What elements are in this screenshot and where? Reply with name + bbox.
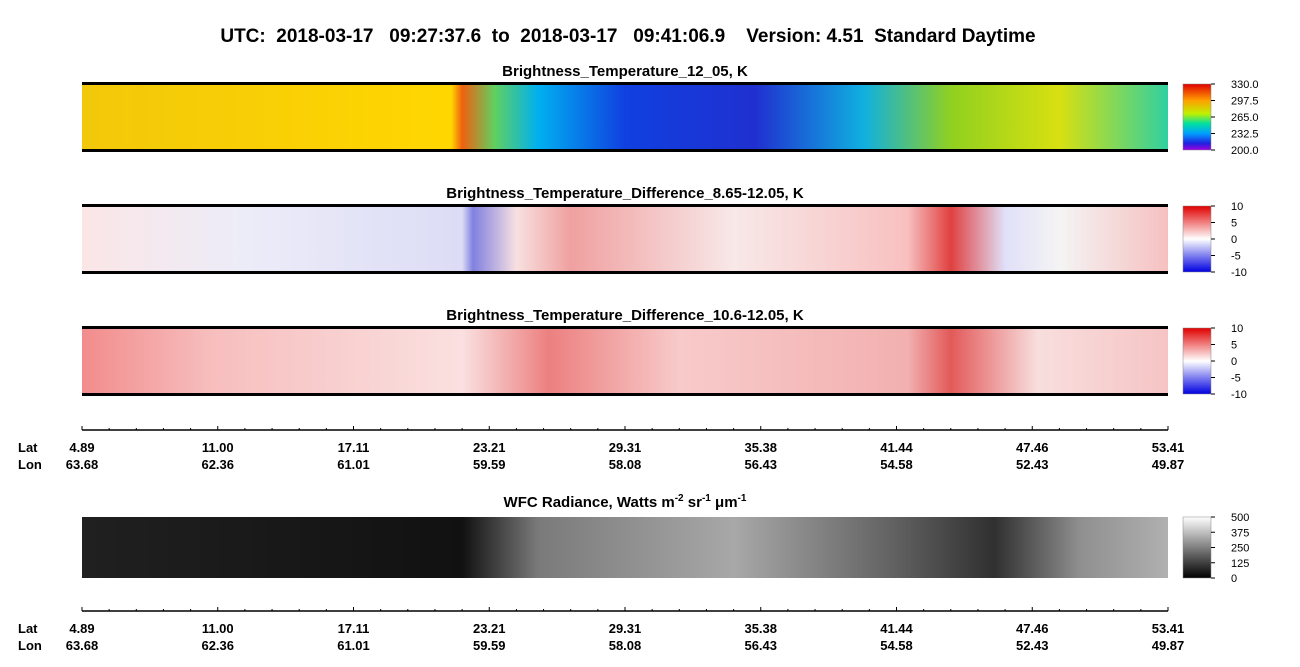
lat-label: 11.00 [202, 440, 234, 455]
lat-label: 29.31 [609, 621, 642, 636]
title-part: μm [711, 494, 738, 511]
colorbar-label: 10 [1231, 201, 1243, 213]
strip-border [82, 393, 1168, 396]
colorbar-label: 125 [1231, 558, 1249, 570]
lat-label: 23.21 [473, 621, 506, 636]
strip-border [82, 204, 1168, 207]
lat-label: 53.41 [1152, 440, 1185, 455]
row-label: Lat [18, 440, 38, 455]
lon-label: 54.58 [880, 638, 913, 653]
title-part: WFC Radiance, Watts m [504, 494, 675, 511]
lon-label: 62.36 [201, 457, 234, 472]
strip-border [82, 149, 1168, 152]
lat-label: 47.46 [1016, 440, 1049, 455]
colorbar-label: 265.0 [1231, 112, 1259, 124]
lon-label: 56.43 [744, 457, 777, 472]
lat-label: 17.11 [338, 621, 370, 636]
lat-label: 35.38 [744, 621, 777, 636]
colorbar-label: 330.0 [1231, 79, 1259, 91]
strip-border [82, 82, 1168, 85]
lon-label: 59.59 [473, 457, 506, 472]
panel-title: Brightness_Temperature_12_05, K [502, 63, 748, 80]
colorbar-label: 250 [1231, 543, 1249, 555]
colorbar-label: -10 [1231, 389, 1247, 401]
strip-border [82, 271, 1168, 274]
colorbar-label: 0 [1231, 356, 1237, 368]
colorbar-label: 375 [1231, 527, 1249, 539]
title-part: sr [684, 494, 703, 511]
superscript: -2 [675, 493, 684, 504]
colorbar-label: 0 [1231, 573, 1237, 585]
lon-label: 63.68 [66, 638, 99, 653]
lon-label: 61.01 [337, 457, 370, 472]
superscript: -1 [738, 493, 747, 504]
panel-title: WFC Radiance, Watts m-2 sr-1 μm-1 [504, 493, 747, 511]
lon-label: 52.43 [1016, 638, 1049, 653]
lon-label: 59.59 [473, 638, 506, 653]
row-label: Lon [18, 457, 42, 472]
lat-label: 35.38 [744, 440, 777, 455]
colorbar-label: 5 [1231, 218, 1237, 230]
lon-label: 61.01 [337, 638, 370, 653]
panel-title: Brightness_Temperature_Difference_10.6-1… [446, 307, 804, 324]
colorbar-label: 5 [1231, 340, 1237, 352]
lon-label: 49.87 [1152, 457, 1185, 472]
lat-label: 4.89 [69, 621, 94, 636]
superscript: -1 [702, 493, 711, 504]
colorbar-label: -10 [1231, 267, 1247, 279]
colorbar-label: 297.5 [1231, 96, 1259, 108]
lat-label: 23.21 [473, 440, 506, 455]
row-label: Lat [18, 621, 38, 636]
page-title: UTC: 2018-03-17 09:27:37.6 to 2018-03-17… [220, 26, 1035, 47]
lat-label: 41.44 [880, 440, 913, 455]
colorbar [1182, 516, 1212, 579]
colorbar-label: -5 [1231, 251, 1241, 263]
lat-label: 4.89 [69, 440, 94, 455]
lon-label: 58.08 [609, 457, 642, 472]
lat-label: 17.11 [338, 440, 370, 455]
image-strip [82, 517, 1168, 578]
colorbar [1182, 327, 1212, 395]
colorbar-label: 10 [1231, 323, 1243, 335]
row-label: Lon [18, 638, 42, 653]
lat-label: 29.31 [609, 440, 642, 455]
colorbar-label: 0 [1231, 234, 1237, 246]
lon-label: 52.43 [1016, 457, 1049, 472]
lon-label: 56.43 [744, 638, 777, 653]
lat-label: 47.46 [1016, 621, 1049, 636]
lat-label: 53.41 [1152, 621, 1185, 636]
lat-label: 41.44 [880, 621, 913, 636]
lon-label: 49.87 [1152, 638, 1185, 653]
colorbar [1182, 205, 1212, 273]
colorbar [1182, 83, 1212, 151]
image-strip [82, 328, 1168, 394]
strip-border [82, 326, 1168, 329]
lon-label: 54.58 [880, 457, 913, 472]
lat-label: 11.00 [202, 621, 234, 636]
colorbar-label: 500 [1231, 512, 1249, 524]
colorbar-label: 200.0 [1231, 145, 1259, 157]
image-strip [82, 206, 1168, 272]
colorbar-label: -5 [1231, 373, 1241, 385]
colorbar-label: 232.5 [1231, 129, 1259, 141]
lon-label: 58.08 [609, 638, 642, 653]
image-strip [82, 84, 1168, 150]
lon-label: 63.68 [66, 457, 99, 472]
panel-title: Brightness_Temperature_Difference_8.65-1… [446, 185, 804, 202]
lon-label: 62.36 [201, 638, 234, 653]
